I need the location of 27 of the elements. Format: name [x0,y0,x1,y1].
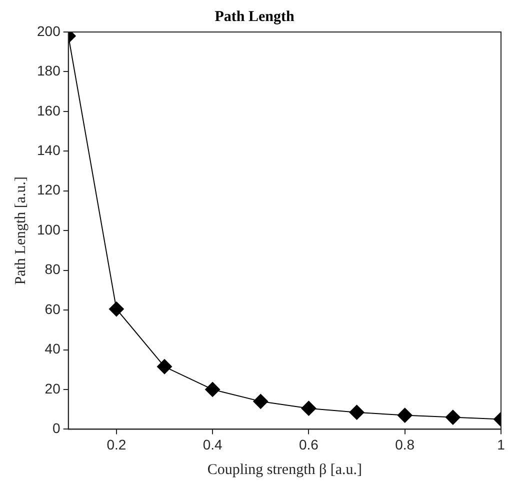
x-tick-label: 0.6 [298,436,319,452]
y-tick-label: 80 [44,261,61,278]
point [349,404,364,420]
y-axis-title: Path Length [a.u.] [12,176,29,285]
y-tick-label: 140 [37,142,61,158]
y-tick-label: 120 [37,182,61,198]
point [205,382,220,397]
y-tick-label: 0 [52,420,61,436]
y-tick-label: 180 [37,62,61,79]
y-tick-label: 200 [37,22,61,39]
y-tick-label: 100 [37,221,61,238]
x-tick-label: 0.8 [395,436,415,452]
x-tick-label: 1 [497,436,506,452]
point [397,408,412,423]
x-axis-title: Coupling strength β [a.u.] [207,462,362,478]
point [253,394,268,409]
y-tick-label: 40 [44,340,61,357]
point [157,359,172,374]
x-tick-label: 0.2 [106,436,126,452]
y-tick-label: 60 [44,300,61,317]
x-tick-label: 0.4 [202,436,223,452]
point [108,302,124,317]
point [445,410,460,425]
y-tick-label: 20 [44,380,61,396]
point [301,400,316,416]
y-tick-label: 160 [37,102,61,118]
chart-title: Path Length [214,8,295,25]
